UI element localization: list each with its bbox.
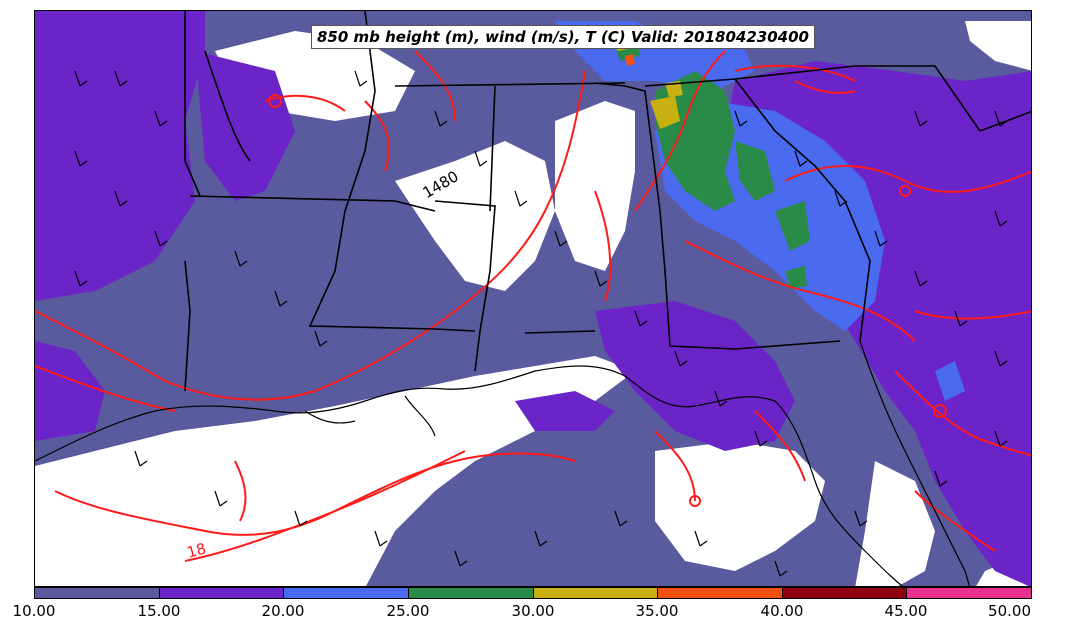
colorbar [34, 587, 1032, 599]
state-borders [184, 11, 1031, 392]
colorbar-tick-label: 35.00 [635, 602, 679, 620]
map-title: 850 mb height (m), wind (m/s), T (C) Val… [311, 25, 815, 49]
colorbar-segment [35, 588, 160, 598]
colorbar-tick-label: 10.00 [12, 602, 56, 620]
colorbar-segment [533, 588, 659, 598]
colorbar-tick-label: 20.00 [261, 602, 305, 620]
colorbar-tick-label: 30.00 [511, 602, 555, 620]
colorbar-tick-label: 15.00 [137, 602, 181, 620]
colorbar-segment [907, 588, 1031, 598]
colorbar-segment [782, 588, 908, 598]
colorbar-tick-label: 25.00 [386, 602, 430, 620]
map-canvas: 1480 18 [35, 11, 1031, 586]
weather-map: 1480 18 850 mb height (m), wind (m/s), T… [34, 10, 1032, 587]
coastline [35, 340, 971, 586]
colorbar-segment [284, 588, 409, 598]
colorbar-segment [658, 588, 783, 598]
contour-label-18: 18 [185, 539, 208, 561]
wind-band-35-40 [625, 54, 635, 66]
wind-barbs [74, 70, 1008, 577]
colorbar-tick-label: 40.00 [760, 602, 804, 620]
temperature-contours [35, 50, 1031, 562]
colorbar-segment [408, 588, 534, 598]
colorbar-tick-label: 45.00 [884, 602, 928, 620]
colorbar-tick-label: 50.00 [988, 602, 1031, 620]
colorbar-segment [159, 588, 285, 598]
